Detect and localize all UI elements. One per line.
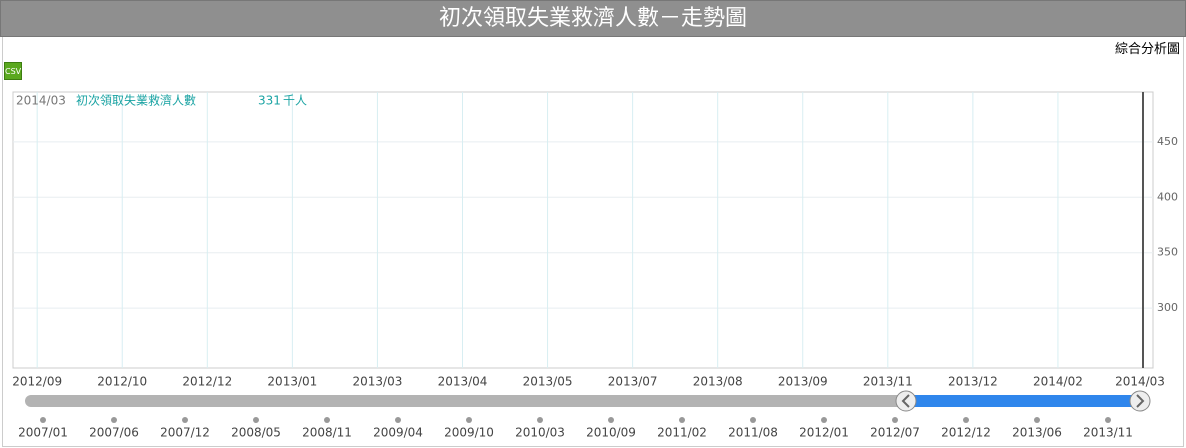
nav-label: 2008/05 [231,426,281,440]
nav-dot [679,417,685,423]
nav-label: 2007/12 [160,426,210,440]
tooltip-date: 2014/03 [16,94,66,108]
nav-dot [466,417,472,423]
handle-arrow [901,394,910,408]
plot-area [12,91,1154,369]
nav-dot [537,417,543,423]
nav-dot [1105,417,1111,423]
x-tick-label: 2013/04 [438,375,488,389]
x-tick-label: 2012/10 [97,375,147,389]
x-tick-label: 2013/09 [778,375,828,389]
y-tick-label: 450 [1157,135,1178,148]
scroll-handle-right[interactable] [1129,390,1151,412]
y-tick-label: 400 [1157,190,1178,203]
nav-dot [1034,417,1040,423]
nav-dot [608,417,614,423]
nav-dot [395,417,401,423]
subtitle: 綜合分析圖 [1114,42,1180,57]
nav-label: 2012/01 [799,426,849,440]
x-tick-label: 2012/12 [182,375,232,389]
scroll-track [25,395,910,407]
nav-dot [324,417,330,423]
nav-dot [821,417,827,423]
y-tick-label: 350 [1157,246,1178,259]
nav-dot [963,417,969,423]
x-tick-label: 2013/03 [353,375,403,389]
nav-label: 2012/12 [941,426,991,440]
x-tick-label: 2012/09 [12,375,62,389]
nav-label: 2007/06 [89,426,139,440]
x-tick-label: 2013/07 [608,375,658,389]
nav-label: 2013/06 [1012,426,1062,440]
nav-label: 2009/10 [444,426,494,440]
tooltip-series: 初次領取失業救濟人數 [76,93,196,108]
nav-dot [892,417,898,423]
csv-button[interactable]: CSV [4,62,22,80]
nav-label: 2010/09 [586,426,636,440]
x-tick-label: 2013/12 [948,375,998,389]
title: 初次領取失業救濟人數－走勢圖 [438,6,747,31]
tooltip-value: 331 [258,94,281,108]
nav-dot [40,417,46,423]
frame [2,37,1184,447]
x-tick-label: 2014/03 [1115,375,1165,389]
nav-label: 2011/08 [728,426,778,440]
nav-dot [111,417,117,423]
tooltip-unit: 千人 [283,94,307,108]
handle-arrow [1136,394,1145,408]
nav-dot [182,417,188,423]
nav-dot [253,417,259,423]
nav-label: 2012/07 [870,426,920,440]
x-tick-label: 2014/02 [1033,375,1083,389]
nav-label: 2009/04 [373,426,423,440]
nav-label: 2013/11 [1083,426,1133,440]
nav-label: 2010/03 [515,426,565,440]
x-tick-label: 2013/08 [693,375,743,389]
scroll-handle-left[interactable] [895,390,917,412]
x-tick-label: 2013/01 [267,375,317,389]
scroll-selection[interactable] [906,395,1140,407]
nav-label: 2007/01 [18,426,68,440]
nav-label: 2008/11 [302,426,352,440]
y-tick-label: 300 [1157,301,1178,314]
title-bar: 初次領取失業救濟人數－走勢圖 [0,0,1186,37]
nav-label: 2011/02 [657,426,707,440]
x-tick-label: 2013/11 [863,375,913,389]
nav-dot [750,417,756,423]
x-tick-label: 2013/05 [523,375,573,389]
